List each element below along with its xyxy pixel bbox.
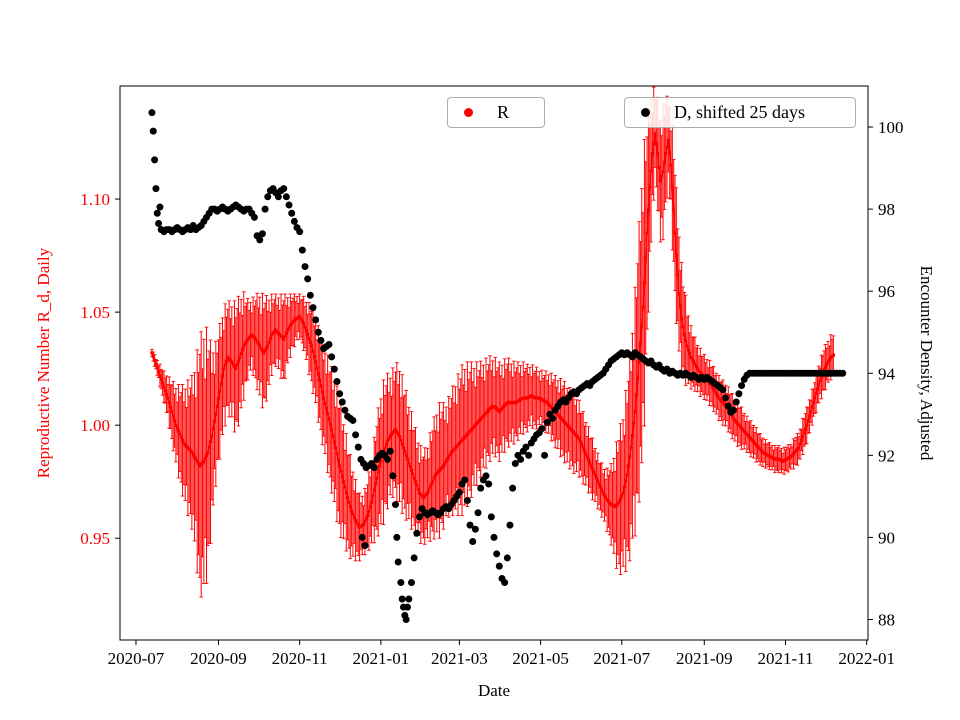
svg-text:1.10: 1.10 [80,190,110,209]
svg-text:2021-07: 2021-07 [593,649,650,668]
svg-text:2021-09: 2021-09 [676,649,733,668]
legend-r-label: R [497,102,510,122]
svg-text:2021-11: 2021-11 [757,649,813,668]
svg-text:98: 98 [878,200,895,219]
svg-text:90: 90 [878,528,895,547]
x-axis-title: Date [477,681,511,700]
svg-text:96: 96 [878,282,895,301]
legend-d: D, shifted 25 days [624,97,856,128]
left-axis-ticks: 0.95 1.00 1.05 1.10 [80,190,120,548]
svg-text:2021-03: 2021-03 [431,649,488,668]
right-axis-title: Encounter Density, Adjusted [917,265,936,461]
svg-text:2020-07: 2020-07 [108,649,165,668]
d-scatter [148,109,847,623]
svg-text:2020-09: 2020-09 [190,649,247,668]
right-axis-ticks: 88 90 92 94 96 98 100 [868,118,904,629]
r-errorbars [150,86,836,598]
svg-text:2021-01: 2021-01 [353,649,410,668]
svg-text:100: 100 [878,118,904,137]
svg-text:1.05: 1.05 [80,303,110,322]
legend-d-label: D, shifted 25 days [674,102,805,122]
left-axis-title: Reproductive Number R_d, Daily [34,247,53,479]
svg-text:2022-01: 2022-01 [838,649,895,668]
svg-text:1.00: 1.00 [80,416,110,435]
r-markers [150,131,836,529]
svg-text:94: 94 [878,364,896,383]
svg-text:2021-05: 2021-05 [512,649,569,668]
d-series-marker-icon [641,108,650,117]
svg-text:2020-11: 2020-11 [272,649,328,668]
plot-frame [119,85,869,641]
r-series-marker-icon [464,108,473,117]
svg-text:88: 88 [878,610,895,629]
svg-text:92: 92 [878,446,895,465]
legend-r: R [447,97,545,128]
x-axis-ticks: 2020-07 2020-09 2020-11 2021-01 2021-03 2021-… [108,640,895,668]
svg-text:0.95: 0.95 [80,529,110,548]
